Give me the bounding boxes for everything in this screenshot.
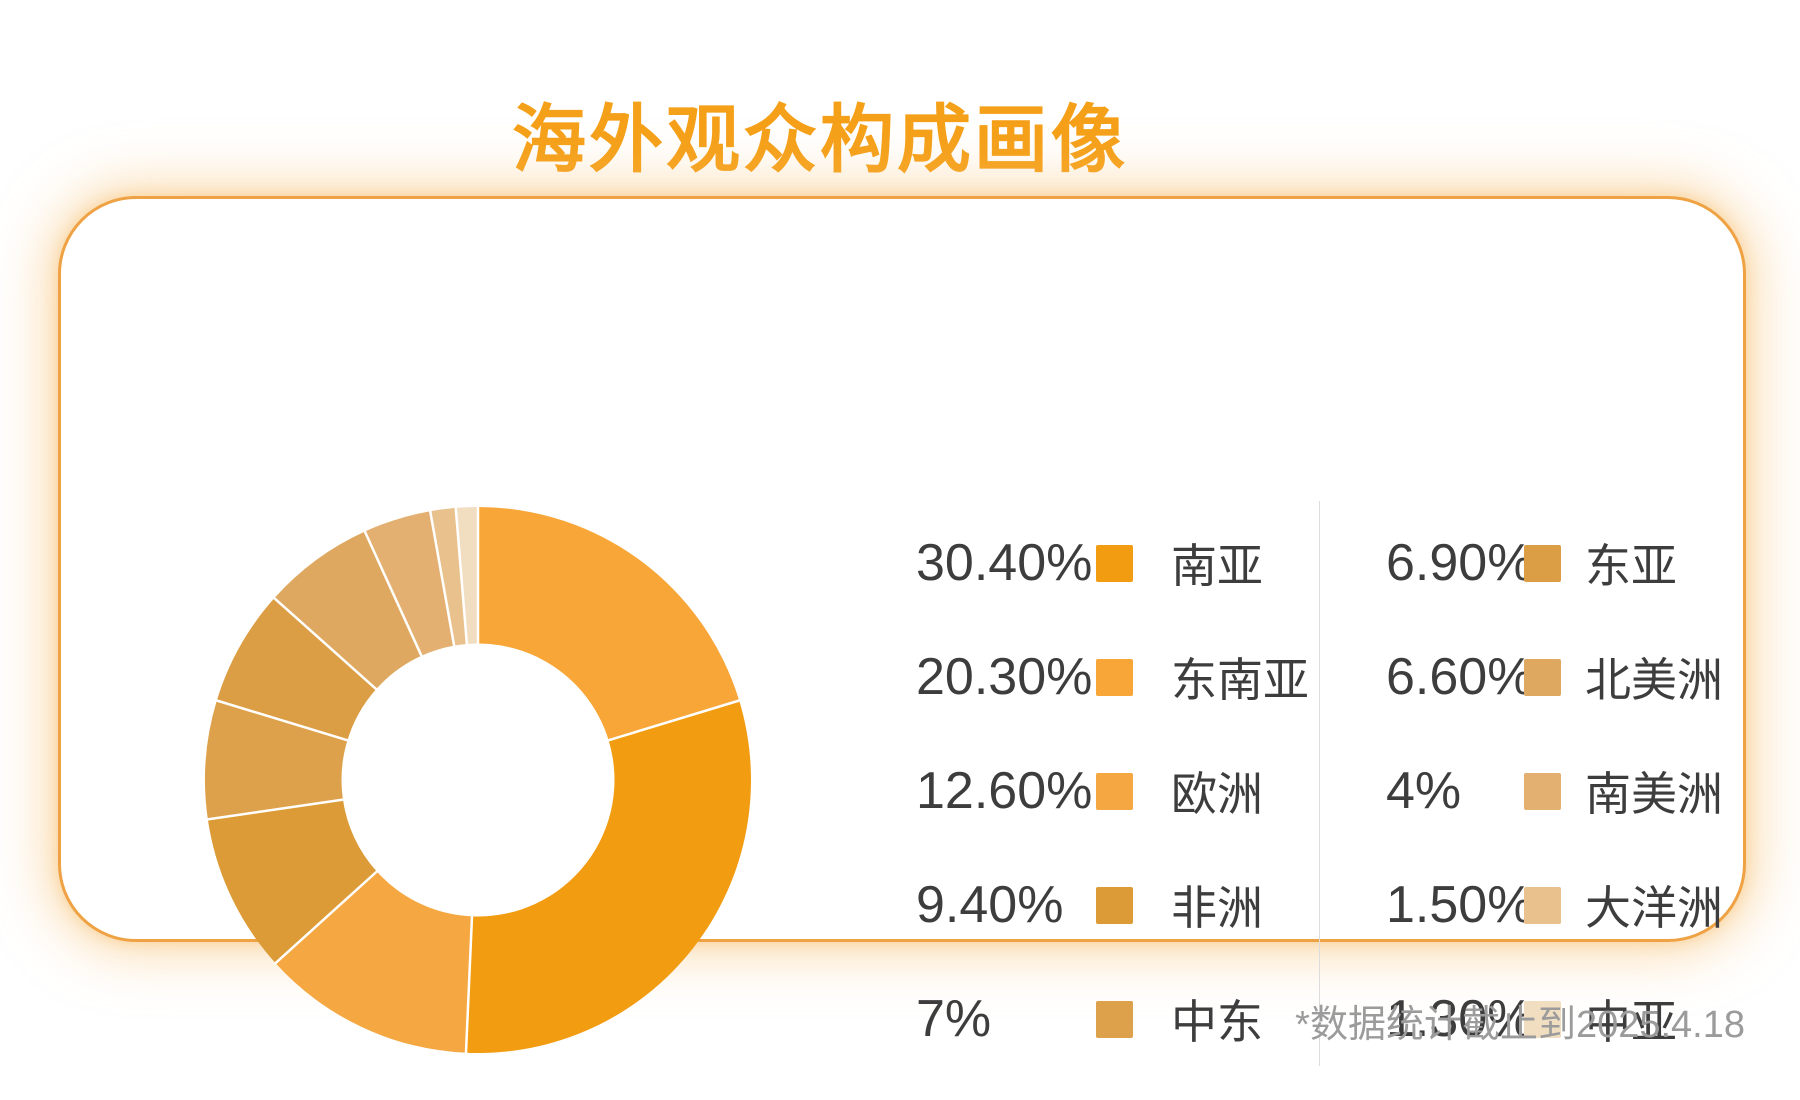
- legend-item: 12.60% 欧洲: [916, 734, 1309, 848]
- legend-label: 南美洲: [1585, 768, 1723, 820]
- legend-item: 1.30% 中亚: [1386, 962, 1723, 1076]
- legend-label: 非洲: [1171, 882, 1263, 934]
- donut-slice-1: [465, 700, 751, 1053]
- slice-separator: [454, 506, 469, 646]
- slice-separator: [215, 699, 349, 742]
- legend-label: 东亚: [1585, 540, 1677, 592]
- donut-slice-0: [478, 507, 740, 741]
- legend-swatch: [1524, 886, 1561, 924]
- legend-swatch: [1096, 658, 1133, 696]
- legend-column-right: 6.90% 东亚 6.60% 北美洲 4% 南美洲 1.50% 大洋洲 1.30% 中亚: [1386, 506, 1723, 1076]
- legend-value: 1.50%: [1386, 876, 1534, 934]
- chart-card: 30.40% 南亚 20.30% 东南亚 12.60% 欧洲 9.40% 非洲 7% 中东 6.9…: [58, 196, 1746, 1066]
- legend-item: 6.90% 东亚: [1386, 506, 1723, 620]
- legend-item: 7% 中东: [916, 962, 1309, 1076]
- legend-value: 6.90%: [1386, 534, 1534, 592]
- page-title: 海外观众构成画像: [512, 97, 1128, 181]
- legend-label: 大洋洲: [1585, 882, 1723, 934]
- donut-slice-3: [207, 799, 377, 964]
- slice-separator: [464, 915, 474, 1054]
- slice-separator: [363, 530, 423, 658]
- legend-swatch: [1096, 886, 1133, 924]
- legend-swatch: [1096, 544, 1133, 582]
- footnote: *数据统计截止到2025.4.18: [1295, 1004, 1745, 1046]
- legend-divider: [1319, 501, 1320, 1066]
- legend-swatch: [1524, 1000, 1561, 1038]
- legend-item: 6.60% 北美洲: [1386, 620, 1723, 734]
- legend-label: 中亚: [1585, 996, 1677, 1048]
- donut-slice-7: [364, 511, 455, 656]
- legend-item: 30.40% 南亚: [916, 506, 1309, 620]
- legend-item: 20.30% 东南亚: [916, 620, 1309, 734]
- legend-label: 北美洲: [1585, 654, 1723, 706]
- slice-separator: [428, 510, 456, 647]
- legend-value: 7%: [916, 990, 992, 1048]
- legend-swatch: [1524, 658, 1561, 696]
- legend-value: 9.40%: [916, 876, 1064, 934]
- donut-slice-2: [275, 871, 472, 1053]
- legend-label: 东南亚: [1171, 654, 1309, 706]
- legend-label: 中东: [1171, 996, 1263, 1048]
- legend-label: 南亚: [1171, 540, 1263, 592]
- legend-value: 1.30%: [1386, 990, 1534, 1048]
- legend-swatch: [1524, 772, 1561, 810]
- legend-swatch: [1524, 544, 1561, 582]
- legend-value: 30.40%: [916, 534, 1093, 592]
- slice-separator: [206, 798, 345, 821]
- donut-slice-6: [274, 531, 422, 690]
- legend-swatch: [1096, 1000, 1133, 1038]
- legend-value: 6.60%: [1386, 648, 1534, 706]
- legend-swatch: [1096, 772, 1133, 810]
- donut-slice-9: [455, 507, 478, 644]
- slice-separator: [273, 869, 379, 965]
- legend-item: 4% 南美洲: [1386, 734, 1723, 848]
- legend-value: 4%: [1386, 762, 1462, 820]
- legend-item: 1.50% 大洋洲: [1386, 848, 1723, 962]
- legend-value: 20.30%: [916, 648, 1093, 706]
- legend-item: 9.40% 非洲: [916, 848, 1309, 962]
- slice-separator: [272, 596, 378, 691]
- legend-value: 12.60%: [916, 762, 1093, 820]
- donut-chart: [205, 506, 751, 1054]
- legend-label: 欧洲: [1171, 768, 1263, 820]
- legend-column-left: 30.40% 南亚 20.30% 东南亚 12.60% 欧洲 9.40% 非洲 7% 中东: [916, 506, 1309, 1076]
- slice-separator: [607, 699, 741, 742]
- donut-slice-5: [216, 598, 377, 741]
